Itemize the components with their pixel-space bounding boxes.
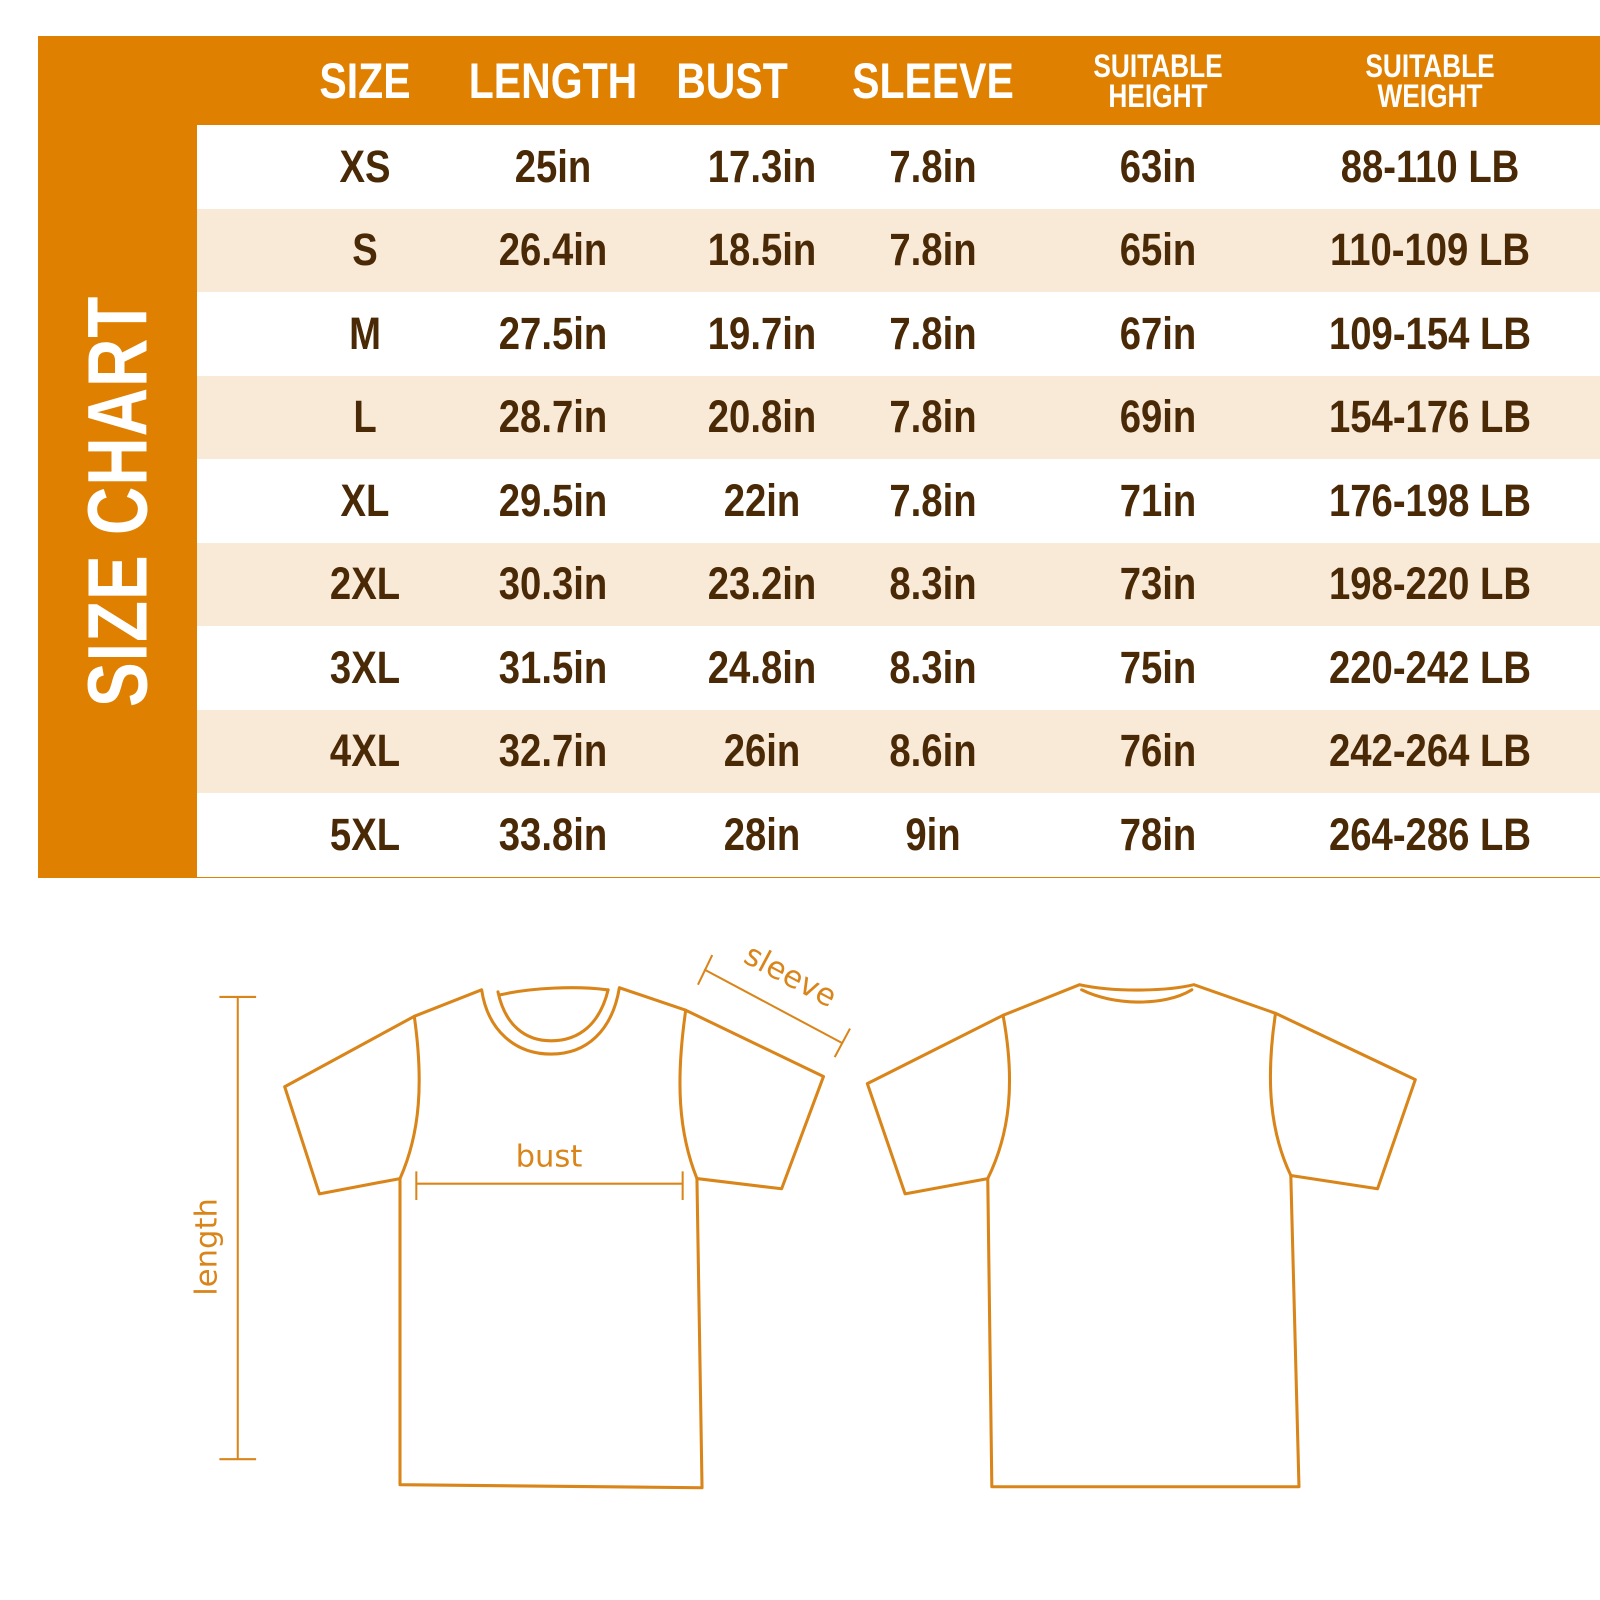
- table-cell: 7.8in: [889, 307, 977, 359]
- table-cell: 73in: [1119, 558, 1197, 610]
- length-label: length: [189, 1198, 224, 1296]
- table-cell: 27.5in: [498, 307, 608, 359]
- table-cell: 88-110 LB: [1340, 140, 1520, 192]
- table-cell: 109-154 LB: [1328, 307, 1531, 359]
- table-cell: 19.7in: [707, 307, 817, 359]
- table-row: S 26.4in 18.5in 7.8in 65in 110-109 LB: [197, 208, 1600, 292]
- header-sleeve: SLEEVE: [852, 52, 1014, 109]
- table-cell: 76in: [1119, 725, 1197, 777]
- table-row: 4XL 32.7in 26in 8.6in 76in 242-264 LB: [197, 709, 1600, 793]
- table-cell: L: [353, 391, 377, 443]
- table-cell: 198-220 LB: [1328, 558, 1531, 610]
- table-cell: 33.8in: [498, 808, 608, 860]
- table-row: XS 25in 17.3in 7.8in 63in 88-110 LB: [197, 125, 1600, 209]
- header-line: SUITABLE: [1093, 47, 1223, 84]
- sleeve-measure-line: [697, 954, 851, 1058]
- table-cell: 20.8in: [707, 391, 817, 443]
- table-cell: 69in: [1119, 391, 1197, 443]
- table-cell: 25in: [514, 140, 592, 192]
- table-cell: 23.2in: [707, 558, 817, 610]
- sleeve-label: sleeve: [738, 938, 842, 1015]
- table-cell: XL: [340, 474, 390, 526]
- table-cell: 110-109 LB: [1330, 224, 1530, 276]
- table-cell: 75in: [1119, 641, 1197, 693]
- table-cell: 67in: [1119, 307, 1197, 359]
- table-row: M 27.5in 19.7in 7.8in 67in 109-154 LB: [197, 292, 1600, 376]
- table-cell: 30.3in: [498, 558, 608, 610]
- table-cell: 65in: [1119, 224, 1197, 276]
- table-cell: 78in: [1119, 808, 1197, 860]
- table-cell: XS: [339, 140, 391, 192]
- table-cell: 7.8in: [889, 474, 977, 526]
- table-row: 2XL 30.3in 23.2in 8.3in 73in 198-220 LB: [197, 542, 1600, 626]
- table-cell: 264-286 LB: [1328, 808, 1531, 860]
- table-row: 3XL 31.5in 24.8in 8.3in 75in 220-242 LB: [197, 626, 1600, 710]
- front-collar-inner: [498, 986, 609, 997]
- table-row: L 28.7in 20.8in 7.8in 69in 154-176 LB: [197, 375, 1600, 459]
- table-cell: 4XL: [329, 725, 401, 777]
- table-cell: 18.5in: [707, 224, 817, 276]
- table-cell: 8.6in: [889, 725, 977, 777]
- header-suitable-weight: SUITABLE WEIGHT: [1364, 36, 1495, 125]
- header-length: LENGTH: [468, 52, 638, 109]
- table-row: XL 29.5in 22in 7.8in 71in 176-198 LB: [197, 459, 1600, 543]
- table-cell: 29.5in: [498, 474, 608, 526]
- front-tshirt: [283, 986, 825, 1490]
- table-cell: 8.3in: [889, 641, 977, 693]
- length-measure-line: [219, 995, 257, 1461]
- front-armhole-left: [398, 1014, 421, 1181]
- table-row: 5XL 33.8in 28in 9in 78in 264-286 LB: [197, 793, 1600, 877]
- header-line: HEIGHT: [1108, 77, 1208, 114]
- header-line: SUITABLE: [1365, 47, 1495, 84]
- table-cell: 2XL: [329, 558, 401, 610]
- table-cell: 17.3in: [707, 140, 817, 192]
- bust-label: bust: [516, 1139, 583, 1174]
- table-cell: 26in: [723, 725, 801, 777]
- table-cell: 22in: [723, 474, 801, 526]
- table-cell: 242-264 LB: [1328, 725, 1531, 777]
- table-cell: 9in: [905, 808, 961, 860]
- table-cell: S: [352, 224, 378, 276]
- table-cell: 28.7in: [498, 391, 608, 443]
- table-cell: 154-176 LB: [1328, 391, 1531, 443]
- header-size: SIZE: [319, 52, 411, 109]
- table-cell: M: [349, 307, 381, 359]
- back-armhole-right: [1268, 1011, 1293, 1178]
- front-collar: [496, 988, 610, 1043]
- bust-measure-line: [415, 1171, 684, 1200]
- front-armhole-right: [678, 1008, 699, 1181]
- table-cell: 63in: [1119, 140, 1197, 192]
- back-tshirt: [865, 983, 1417, 1489]
- table-cell: 32.7in: [498, 725, 608, 777]
- table-cell: 220-242 LB: [1328, 641, 1531, 693]
- table-cell: 176-198 LB: [1328, 474, 1531, 526]
- table-cell: 24.8in: [707, 641, 817, 693]
- table-cell: 8.3in: [889, 558, 977, 610]
- table-cell: 7.8in: [889, 140, 977, 192]
- table-cell: 7.8in: [889, 391, 977, 443]
- table-cell: 71in: [1119, 474, 1197, 526]
- table-cell: 7.8in: [889, 224, 977, 276]
- header-line: WEIGHT: [1377, 77, 1483, 114]
- table-cell: 28in: [723, 808, 801, 860]
- table-header: SIZE LENGTH BUST SLEEVE SUITABLE HEIGHT S…: [197, 36, 1600, 125]
- table-cell: 26.4in: [498, 224, 608, 276]
- table-body: XS 25in 17.3in 7.8in 63in 88-110 LB S 26.4in 18.…: [197, 125, 1600, 877]
- back-collar: [1080, 988, 1194, 1004]
- table-cell: 5XL: [329, 808, 401, 860]
- back-armhole-left: [986, 1013, 1012, 1181]
- table-cell: 3XL: [329, 641, 401, 693]
- header-bust: BUST: [676, 52, 788, 109]
- header-suitable-height: SUITABLE HEIGHT: [1092, 36, 1223, 125]
- table-cell: 31.5in: [498, 641, 608, 693]
